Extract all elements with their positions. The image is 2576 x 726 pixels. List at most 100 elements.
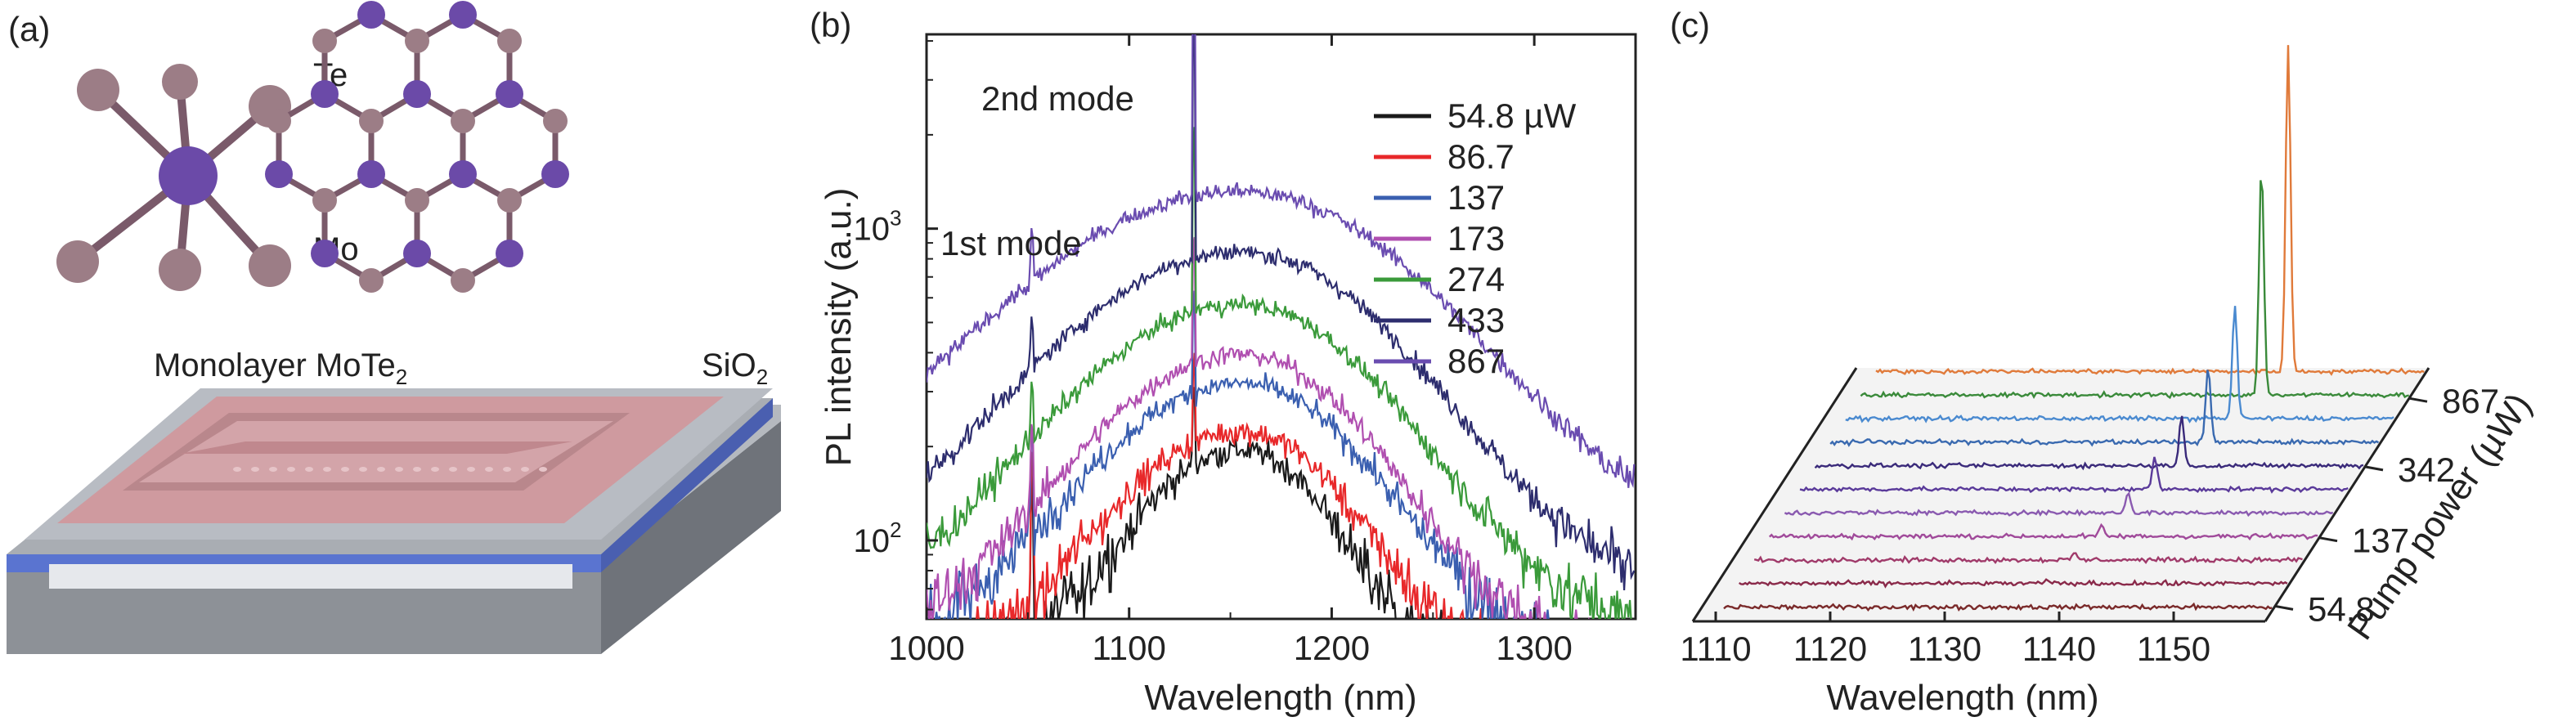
c-x-tick-label: 1150 (2137, 630, 2210, 668)
c-trace-7 (1829, 370, 2380, 447)
photonic-hole (359, 467, 367, 472)
annotation-1st-mode: 1st mode (940, 224, 1082, 262)
panel-a-label: (a) (8, 10, 50, 48)
legend-label: 274 (1447, 260, 1505, 298)
legend-label: 54.8 µW (1447, 96, 1577, 135)
photonic-hole (413, 467, 421, 472)
panel-b: (b) 1000 1100 1200 1300 102 103 Wavelength (n… (810, 6, 1637, 718)
lattice-atom (451, 109, 475, 133)
photonic-hole (503, 467, 511, 472)
lattice-atom (449, 160, 477, 188)
photonic-hole (233, 467, 241, 472)
c-x-tick-label: 1130 (1908, 630, 1981, 668)
legend-label: 433 (1447, 301, 1505, 339)
c-trace-8 (1845, 306, 2394, 424)
lattice-atom (312, 188, 337, 213)
lattice-atom (311, 240, 339, 267)
panel-a: (a) Te Mo Monolayer MoTe2 SiO2 (7, 1, 781, 654)
octahedral-atoms (56, 64, 291, 291)
lattice-atom (497, 188, 522, 213)
photonic-hole (467, 467, 475, 472)
c-trace-9 (1860, 180, 2409, 400)
c-y-tick-label: 342 (2398, 450, 2455, 489)
series-line-0 (1006, 387, 1443, 619)
c-trace-2 (1753, 552, 2303, 564)
c-trace-3 (1768, 522, 2318, 541)
c-trace-5 (1799, 456, 2349, 494)
c-trace-10 (1875, 45, 2425, 376)
legend-label: 86.7 (1447, 137, 1515, 176)
photonic-hole (431, 467, 439, 472)
series-line-6 (927, 34, 1636, 488)
photonic-hole (539, 467, 547, 472)
photonic-hole (377, 467, 385, 472)
c-y-tick-label: 867 (2442, 382, 2499, 420)
lattice-atom (312, 29, 337, 53)
x-tick-label: 1300 (1496, 629, 1572, 667)
lattice-atom (359, 268, 384, 293)
series-line-5 (927, 34, 1636, 591)
lattice-atom (267, 109, 291, 133)
photonic-hole (269, 467, 277, 472)
plot-b-frame (925, 33, 1637, 621)
plot-c-axes: 1110 1120 1130 1140 1150 54.8 137 342 867 (1680, 367, 2499, 668)
y-tick-label: 103 (854, 206, 902, 248)
lattice-atom (357, 160, 385, 188)
lattice-atom (357, 1, 385, 29)
lattice-atom (265, 160, 293, 188)
series-line-4 (927, 127, 1632, 619)
photonic-hole (287, 467, 295, 472)
plot-c-xlabel: Wavelength (nm) (1826, 678, 2098, 718)
c-trace-4 (1784, 491, 2334, 518)
legend-label: 137 (1447, 178, 1505, 217)
photonic-hole (521, 467, 529, 472)
series-line-2 (927, 290, 1550, 619)
x-tick-label: 1100 (1093, 629, 1166, 667)
lattice-atom (496, 240, 523, 267)
plot-b-xlabel: Wavelength (nm) (1144, 678, 1416, 718)
photonic-hole (341, 467, 349, 472)
lattice-atom (359, 109, 384, 133)
c-y-tick (2364, 465, 2384, 472)
c-y-tick (2318, 536, 2338, 543)
substrate-label: SiO2 (702, 347, 768, 389)
lattice-atom (405, 29, 429, 53)
plot-c-traces (1723, 45, 2425, 612)
c-right-axis (2264, 367, 2430, 622)
x-tick-label: 1000 (888, 629, 964, 667)
c-depth-axis (1691, 367, 1858, 622)
photonic-hole (305, 467, 313, 472)
c-y-tick-label: 137 (2352, 522, 2409, 560)
panel-b-label: (b) (810, 6, 851, 44)
x-tick-label: 1200 (1294, 629, 1370, 667)
honeycomb-lattice-icon (265, 1, 569, 293)
panel-c-label: (c) (1670, 6, 1710, 44)
device-slab-icon (7, 388, 781, 654)
photonic-hole (323, 467, 331, 472)
lattice-atom (403, 240, 431, 267)
photonic-hole (485, 467, 493, 472)
lattice-atom (403, 80, 431, 108)
c-trace-6 (1814, 415, 2364, 471)
y-tick-label: 102 (854, 518, 902, 559)
lattice-atom (497, 29, 522, 53)
plot-b-axes: 1000 1100 1200 1300 102 103 (854, 34, 1573, 667)
lattice-atom (543, 109, 568, 133)
plot-c-plane (1693, 368, 2429, 621)
lattice-atom (496, 80, 523, 108)
lattice-atom (311, 80, 339, 108)
c-trace-0 (1723, 602, 2273, 612)
legend-label: 173 (1447, 219, 1505, 258)
c-y-tick (2408, 397, 2428, 403)
c-x-tick-label: 1140 (2022, 630, 2096, 668)
series-line-3 (927, 236, 1590, 619)
c-trace-1 (1739, 578, 2288, 589)
photonic-hole (251, 467, 259, 472)
plot-b-series (927, 34, 1636, 619)
photonic-hole (449, 467, 457, 472)
c-y-tick-label: 54.8 (2308, 589, 2375, 628)
monolayer-label: Monolayer MoTe2 (154, 347, 407, 389)
lattice-atom (449, 1, 477, 29)
